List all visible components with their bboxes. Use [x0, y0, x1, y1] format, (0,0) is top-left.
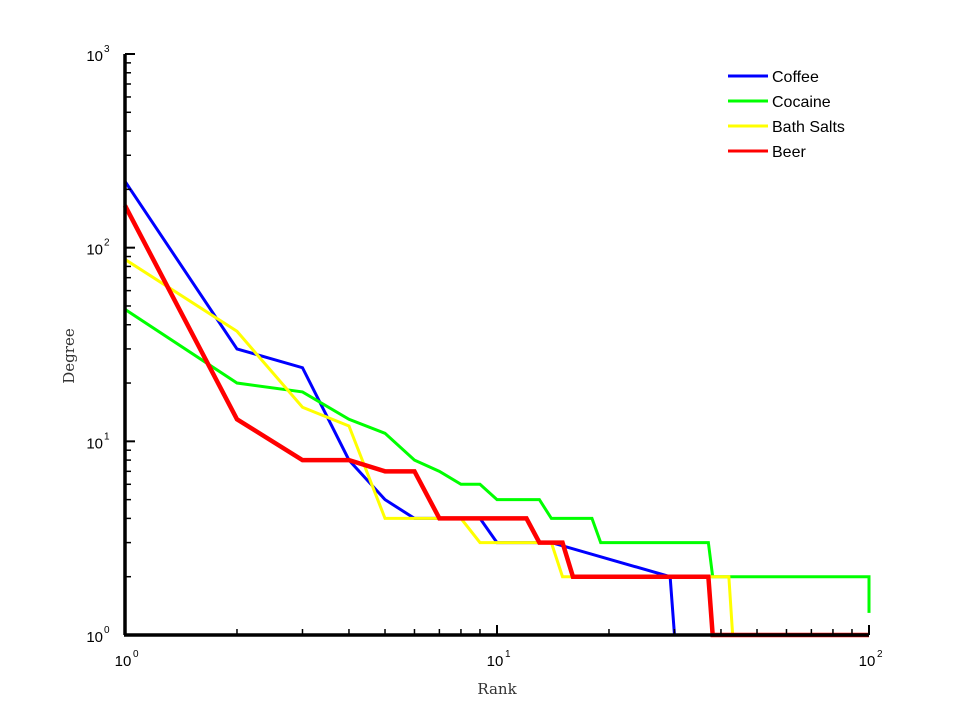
y-tick-label: 10	[86, 48, 103, 65]
series-line-beer	[123, 204, 869, 638]
legend-label: Bath Salts	[772, 119, 845, 136]
x-tick-label-exponent: 0	[133, 649, 139, 660]
y-tick-label-exponent: 2	[104, 238, 110, 249]
series-line-bath-salts	[124, 258, 869, 637]
axes-layer	[123, 53, 870, 637]
y-tick-label: 10	[86, 435, 103, 452]
legend-label: Cocaine	[772, 94, 831, 111]
series-line-coffee	[123, 180, 869, 637]
x-axis-label: Rank	[477, 680, 517, 698]
legend-label: Beer	[772, 144, 806, 161]
x-tick-label: 10	[115, 653, 132, 670]
legend: Coffee Cocaine Bath Salts Beer	[728, 69, 845, 161]
y-tick-label-exponent: 3	[104, 44, 110, 55]
y-tick-label: 10	[86, 629, 103, 646]
y-axis-label: Degree	[60, 328, 78, 384]
series-layer	[123, 180, 871, 638]
legend-label: Coffee	[772, 69, 819, 86]
y-tick-label-exponent: 1	[104, 431, 110, 442]
x-tick-label-exponent: 2	[877, 649, 883, 660]
x-tick-label: 10	[487, 653, 504, 670]
y-tick-label: 10	[86, 242, 103, 259]
series-line-cocaine	[124, 308, 871, 613]
x-tick-label-exponent: 1	[505, 649, 511, 660]
y-tick-label-exponent: 0	[104, 625, 110, 636]
tick-labels: 10 0 10 1 10 210 010 110 210 3	[86, 44, 883, 670]
x-tick-label: 10	[859, 653, 876, 670]
